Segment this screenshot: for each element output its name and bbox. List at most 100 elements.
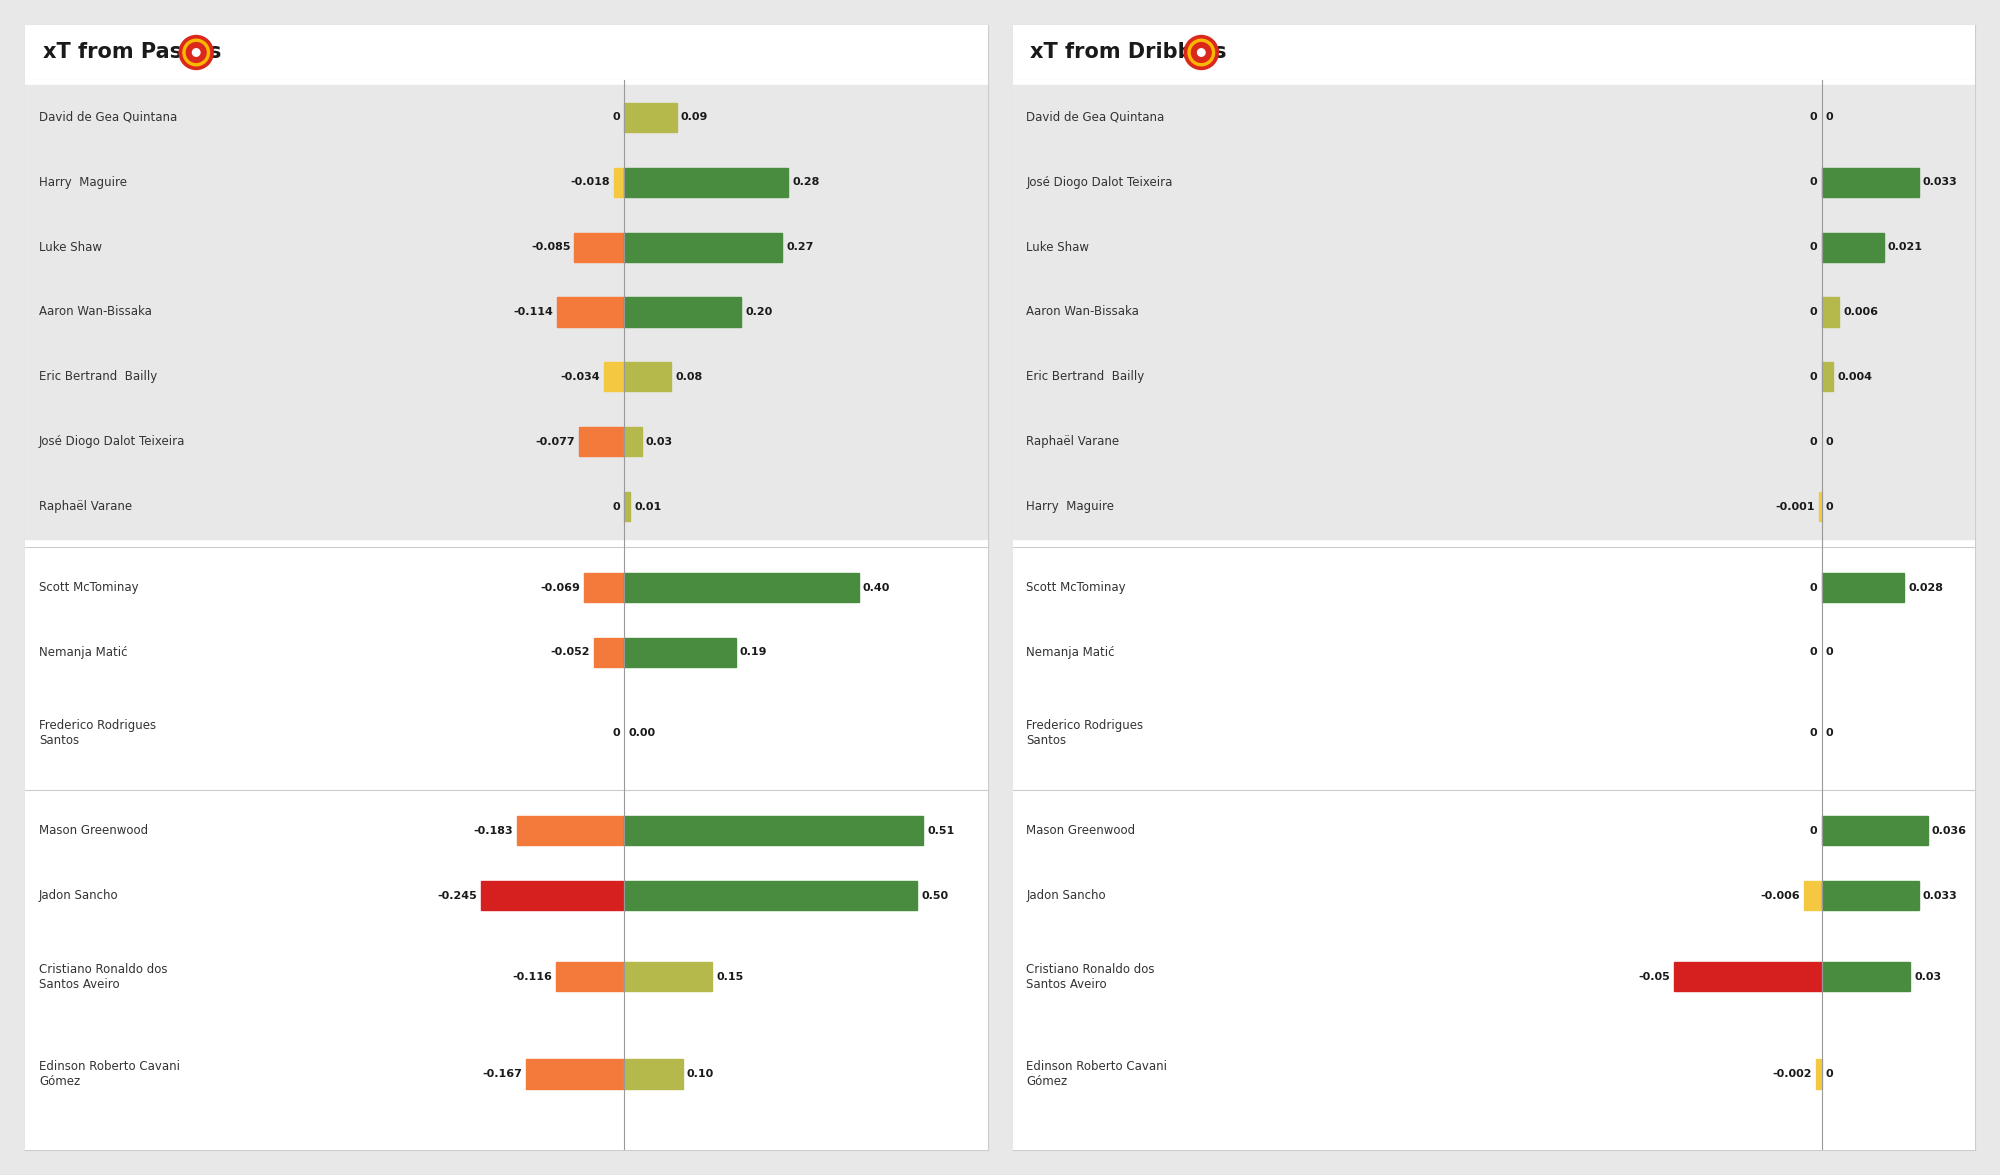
Text: 0.03: 0.03 (646, 437, 672, 447)
Text: -0.002: -0.002 (1772, 1069, 1812, 1079)
Text: Jadon Sancho: Jadon Sancho (1026, 889, 1106, 902)
Bar (624, 168, 788, 197)
Text: Raphaël Varane: Raphaël Varane (1026, 435, 1120, 448)
Text: Scott McTominay: Scott McTominay (40, 582, 138, 595)
Text: 0.03: 0.03 (1914, 972, 1942, 981)
Circle shape (186, 42, 206, 62)
Text: 0.036: 0.036 (1932, 826, 1966, 835)
Text: 0: 0 (1810, 371, 1818, 382)
Text: 0.10: 0.10 (686, 1069, 714, 1079)
Text: Eric Bertrand  Bailly: Eric Bertrand Bailly (1026, 370, 1144, 383)
Bar (580, 427, 624, 456)
Text: 0.19: 0.19 (740, 647, 768, 658)
Text: -0.018: -0.018 (570, 177, 610, 187)
Text: 0.08: 0.08 (676, 371, 702, 382)
Bar (624, 573, 858, 602)
Bar (624, 881, 918, 911)
Text: 0.033: 0.033 (1922, 177, 1958, 187)
Bar (604, 362, 624, 391)
Circle shape (182, 39, 210, 66)
Text: 0: 0 (612, 728, 620, 738)
Text: Nemanja Matić: Nemanja Matić (40, 646, 128, 659)
Bar (1822, 362, 1834, 391)
Bar (624, 233, 782, 262)
Text: 0: 0 (1826, 502, 1834, 511)
Text: Cristiano Ronaldo dos
Santos Aveiro: Cristiano Ronaldo dos Santos Aveiro (40, 962, 168, 991)
Bar (24, 555, 988, 783)
Text: 0.51: 0.51 (928, 826, 954, 835)
Text: David de Gea Quintana: David de Gea Quintana (40, 110, 178, 123)
Bar (584, 573, 624, 602)
Bar (624, 1060, 682, 1088)
Bar (1822, 168, 1918, 197)
Text: 0.006: 0.006 (1844, 307, 1878, 317)
Bar (624, 297, 742, 327)
Text: 0: 0 (1810, 583, 1818, 592)
Text: -0.077: -0.077 (536, 437, 576, 447)
Text: Mason Greenwood: Mason Greenwood (1026, 824, 1136, 838)
Text: 0: 0 (1826, 113, 1834, 122)
Text: -0.001: -0.001 (1776, 502, 1814, 511)
Text: -0.116: -0.116 (512, 972, 552, 981)
Text: 0: 0 (1826, 437, 1834, 447)
Bar (614, 168, 624, 197)
Bar (624, 962, 712, 992)
Circle shape (1198, 48, 1206, 56)
Text: Edinson Roberto Cavani
Gómez: Edinson Roberto Cavani Gómez (1026, 1060, 1168, 1088)
Text: 0: 0 (1810, 242, 1818, 253)
Text: 0.15: 0.15 (716, 972, 744, 981)
Circle shape (192, 48, 200, 56)
Circle shape (1192, 42, 1212, 62)
Text: Aaron Wan-Bissaka: Aaron Wan-Bissaka (1026, 306, 1140, 318)
Text: 0: 0 (1810, 437, 1818, 447)
Bar (526, 1060, 624, 1088)
Text: xT from Passes: xT from Passes (44, 42, 222, 62)
Text: 0.09: 0.09 (680, 113, 708, 122)
Bar (1012, 555, 1976, 783)
Bar (624, 492, 630, 521)
Text: -0.052: -0.052 (550, 647, 590, 658)
Text: Raphaël Varane: Raphaël Varane (40, 501, 132, 513)
Bar (624, 638, 736, 667)
Text: Mason Greenwood: Mason Greenwood (40, 824, 148, 838)
Text: 0: 0 (1810, 307, 1818, 317)
Text: Eric Bertrand  Bailly: Eric Bertrand Bailly (40, 370, 158, 383)
Text: 0.27: 0.27 (786, 242, 814, 253)
Text: Luke Shaw: Luke Shaw (1026, 241, 1090, 254)
Text: 0: 0 (1826, 647, 1834, 658)
Text: Frederico Rodrigues
Santos: Frederico Rodrigues Santos (40, 719, 156, 747)
Text: -0.006: -0.006 (1760, 891, 1800, 900)
Text: Aaron Wan-Bissaka: Aaron Wan-Bissaka (40, 306, 152, 318)
Bar (518, 817, 624, 845)
Bar (1804, 881, 1822, 911)
Bar (556, 962, 624, 992)
Text: 0.28: 0.28 (792, 177, 820, 187)
Bar (574, 233, 624, 262)
Text: 0.00: 0.00 (628, 728, 656, 738)
Bar (1822, 881, 1918, 911)
Text: Luke Shaw: Luke Shaw (40, 241, 102, 254)
Text: -0.085: -0.085 (530, 242, 570, 253)
Text: -0.034: -0.034 (560, 371, 600, 382)
Text: 0.028: 0.028 (1908, 583, 1944, 592)
Text: 0: 0 (1810, 728, 1818, 738)
Text: 0.01: 0.01 (634, 502, 662, 511)
Bar (1822, 817, 1928, 845)
Text: Jadon Sancho: Jadon Sancho (40, 889, 118, 902)
Bar (624, 817, 924, 845)
Bar (1822, 573, 1904, 602)
Text: 0: 0 (1810, 113, 1818, 122)
Text: José Diogo Dalot Teixeira: José Diogo Dalot Teixeira (1026, 176, 1172, 189)
Text: -0.114: -0.114 (514, 307, 554, 317)
Text: 0: 0 (612, 113, 620, 122)
Bar (1816, 1060, 1822, 1088)
Bar (1818, 492, 1822, 521)
Text: Harry  Maguire: Harry Maguire (1026, 501, 1114, 513)
Bar (624, 103, 676, 132)
Text: 0: 0 (1810, 826, 1818, 835)
Text: Cristiano Ronaldo dos
Santos Aveiro: Cristiano Ronaldo dos Santos Aveiro (1026, 962, 1156, 991)
Text: David de Gea Quintana: David de Gea Quintana (1026, 110, 1164, 123)
Text: 0.004: 0.004 (1838, 371, 1872, 382)
Text: 0.20: 0.20 (746, 307, 772, 317)
Circle shape (180, 35, 214, 69)
